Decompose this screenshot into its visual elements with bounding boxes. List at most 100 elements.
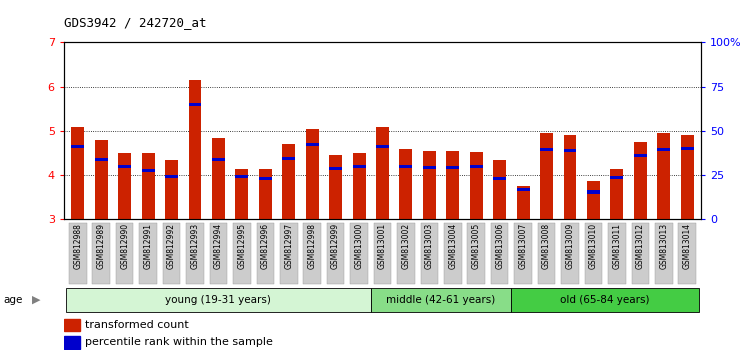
Bar bbox=[212, 158, 225, 161]
Bar bbox=[306, 143, 319, 146]
Text: GSM813011: GSM813011 bbox=[612, 223, 621, 269]
Bar bbox=[446, 166, 459, 169]
Text: GSM813012: GSM813012 bbox=[636, 223, 645, 269]
Text: percentile rank within the sample: percentile rank within the sample bbox=[85, 337, 273, 347]
Bar bbox=[634, 154, 646, 157]
Text: GSM812996: GSM812996 bbox=[261, 223, 270, 269]
Bar bbox=[71, 145, 84, 148]
Text: GSM812992: GSM812992 bbox=[167, 223, 176, 269]
Bar bbox=[610, 169, 623, 219]
Bar bbox=[446, 151, 459, 219]
Bar bbox=[587, 181, 600, 219]
Text: old (65-84 years): old (65-84 years) bbox=[560, 295, 650, 305]
Bar bbox=[470, 152, 483, 219]
Bar bbox=[681, 147, 694, 150]
Text: age: age bbox=[4, 295, 23, 305]
Text: transformed count: transformed count bbox=[85, 320, 188, 330]
Bar bbox=[142, 169, 154, 172]
FancyBboxPatch shape bbox=[304, 223, 321, 284]
Text: GSM813002: GSM813002 bbox=[401, 223, 410, 269]
Bar bbox=[470, 165, 483, 168]
FancyBboxPatch shape bbox=[233, 223, 250, 284]
Bar bbox=[236, 169, 248, 219]
Text: GSM813014: GSM813014 bbox=[682, 223, 692, 269]
FancyBboxPatch shape bbox=[116, 223, 134, 284]
FancyBboxPatch shape bbox=[163, 223, 180, 284]
Bar bbox=[494, 160, 506, 219]
Bar bbox=[329, 167, 342, 170]
Bar bbox=[657, 133, 670, 219]
FancyBboxPatch shape bbox=[421, 223, 438, 284]
Bar bbox=[188, 80, 202, 219]
Text: GSM812990: GSM812990 bbox=[120, 223, 129, 269]
Text: GSM813008: GSM813008 bbox=[542, 223, 551, 269]
Bar bbox=[165, 175, 178, 178]
Text: middle (42-61 years): middle (42-61 years) bbox=[386, 295, 496, 305]
FancyBboxPatch shape bbox=[186, 223, 204, 284]
Bar bbox=[540, 133, 553, 219]
FancyBboxPatch shape bbox=[280, 223, 298, 284]
FancyBboxPatch shape bbox=[467, 223, 485, 284]
Text: GSM813010: GSM813010 bbox=[589, 223, 598, 269]
FancyBboxPatch shape bbox=[632, 223, 649, 284]
Bar bbox=[587, 190, 600, 194]
Bar bbox=[212, 138, 225, 219]
Bar bbox=[165, 160, 178, 219]
FancyBboxPatch shape bbox=[512, 288, 699, 312]
FancyBboxPatch shape bbox=[608, 223, 625, 284]
Text: GSM812994: GSM812994 bbox=[214, 223, 223, 269]
FancyBboxPatch shape bbox=[66, 288, 370, 312]
Text: GSM813003: GSM813003 bbox=[424, 223, 433, 269]
Bar bbox=[259, 169, 272, 219]
Bar bbox=[142, 153, 154, 219]
FancyBboxPatch shape bbox=[444, 223, 461, 284]
Bar bbox=[64, 336, 80, 349]
Bar bbox=[236, 175, 248, 178]
Bar bbox=[400, 165, 412, 168]
FancyBboxPatch shape bbox=[370, 288, 512, 312]
Bar bbox=[282, 157, 296, 160]
Text: GSM813006: GSM813006 bbox=[495, 223, 504, 269]
Bar bbox=[563, 135, 577, 219]
Text: GSM812999: GSM812999 bbox=[331, 223, 340, 269]
Bar bbox=[329, 155, 342, 219]
Bar bbox=[118, 165, 131, 168]
Bar bbox=[681, 135, 694, 219]
FancyBboxPatch shape bbox=[398, 223, 415, 284]
Text: GDS3942 / 242720_at: GDS3942 / 242720_at bbox=[64, 16, 206, 29]
Bar bbox=[94, 158, 108, 161]
Text: young (19-31 years): young (19-31 years) bbox=[166, 295, 272, 305]
FancyBboxPatch shape bbox=[679, 223, 696, 284]
FancyBboxPatch shape bbox=[256, 223, 274, 284]
Text: GSM813009: GSM813009 bbox=[566, 223, 574, 269]
Text: GSM812993: GSM812993 bbox=[190, 223, 200, 269]
Text: GSM812988: GSM812988 bbox=[74, 223, 82, 269]
Bar bbox=[71, 127, 84, 219]
Bar bbox=[64, 319, 80, 331]
Bar bbox=[352, 153, 365, 219]
Bar bbox=[423, 151, 436, 219]
FancyBboxPatch shape bbox=[140, 223, 157, 284]
FancyBboxPatch shape bbox=[514, 223, 532, 284]
Bar bbox=[517, 186, 530, 219]
Text: GSM812991: GSM812991 bbox=[144, 223, 153, 269]
Bar bbox=[352, 165, 365, 168]
Text: GSM813001: GSM813001 bbox=[378, 223, 387, 269]
Bar bbox=[94, 140, 108, 219]
Text: GSM813013: GSM813013 bbox=[659, 223, 668, 269]
Text: GSM813005: GSM813005 bbox=[472, 223, 481, 269]
Bar bbox=[400, 149, 412, 219]
Text: GSM812995: GSM812995 bbox=[237, 223, 246, 269]
Text: GSM813004: GSM813004 bbox=[448, 223, 458, 269]
FancyBboxPatch shape bbox=[585, 223, 602, 284]
Bar bbox=[634, 142, 646, 219]
Bar bbox=[282, 144, 296, 219]
FancyBboxPatch shape bbox=[491, 223, 508, 284]
Text: GSM813000: GSM813000 bbox=[355, 223, 364, 269]
Bar bbox=[306, 129, 319, 219]
Bar bbox=[376, 127, 389, 219]
Text: GSM812989: GSM812989 bbox=[97, 223, 106, 269]
FancyBboxPatch shape bbox=[92, 223, 110, 284]
Bar bbox=[118, 153, 131, 219]
FancyBboxPatch shape bbox=[538, 223, 555, 284]
